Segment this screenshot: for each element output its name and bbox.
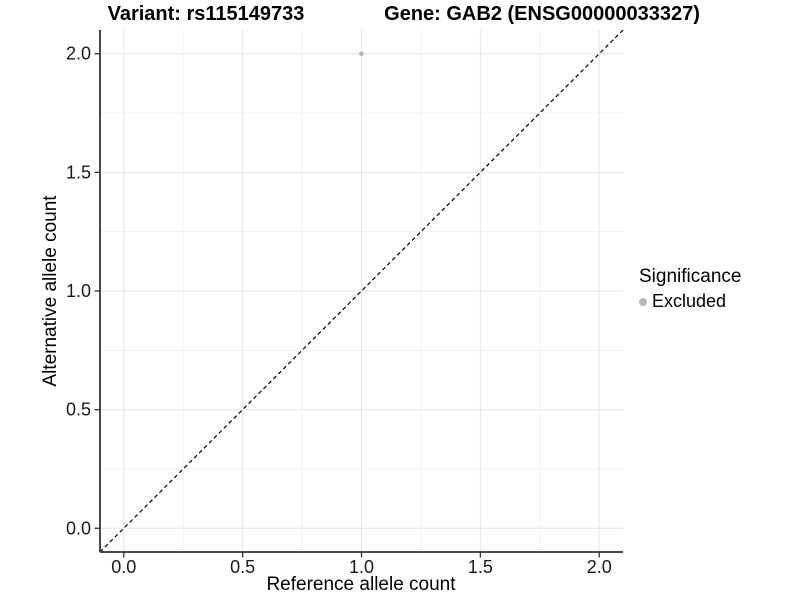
legend-item-label: Excluded: [652, 291, 727, 311]
y-tick-label: 1.0: [66, 281, 91, 301]
y-tick-label: 0.5: [66, 400, 91, 420]
x-tick-label: 0.5: [230, 557, 255, 577]
legend-item: Excluded: [639, 291, 741, 312]
y-tick-label: 1.5: [66, 162, 91, 182]
x-tick-label: 1.5: [468, 557, 493, 577]
plot-title-gene: Gene: GAB2 (ENSG00000033327): [384, 3, 700, 25]
y-tick-label: 0.0: [66, 518, 91, 538]
plot-title-variant: Variant: rs115149733: [107, 3, 305, 25]
x-tick-label: 2.0: [587, 557, 612, 577]
x-axis-title: Reference allele count: [266, 574, 456, 595]
x-tick-label: 1.0: [349, 557, 374, 577]
y-axis-title: Alternative allele count: [40, 195, 61, 387]
data-point: [359, 51, 364, 57]
y-tick-label: 2.0: [66, 44, 91, 64]
legend-items: Excluded: [639, 291, 741, 312]
legend-title: Significance: [639, 266, 742, 287]
legend-point-icon: [639, 297, 647, 306]
x-tick-label: 0.0: [111, 557, 136, 577]
legend: Significance Excluded: [639, 266, 741, 312]
